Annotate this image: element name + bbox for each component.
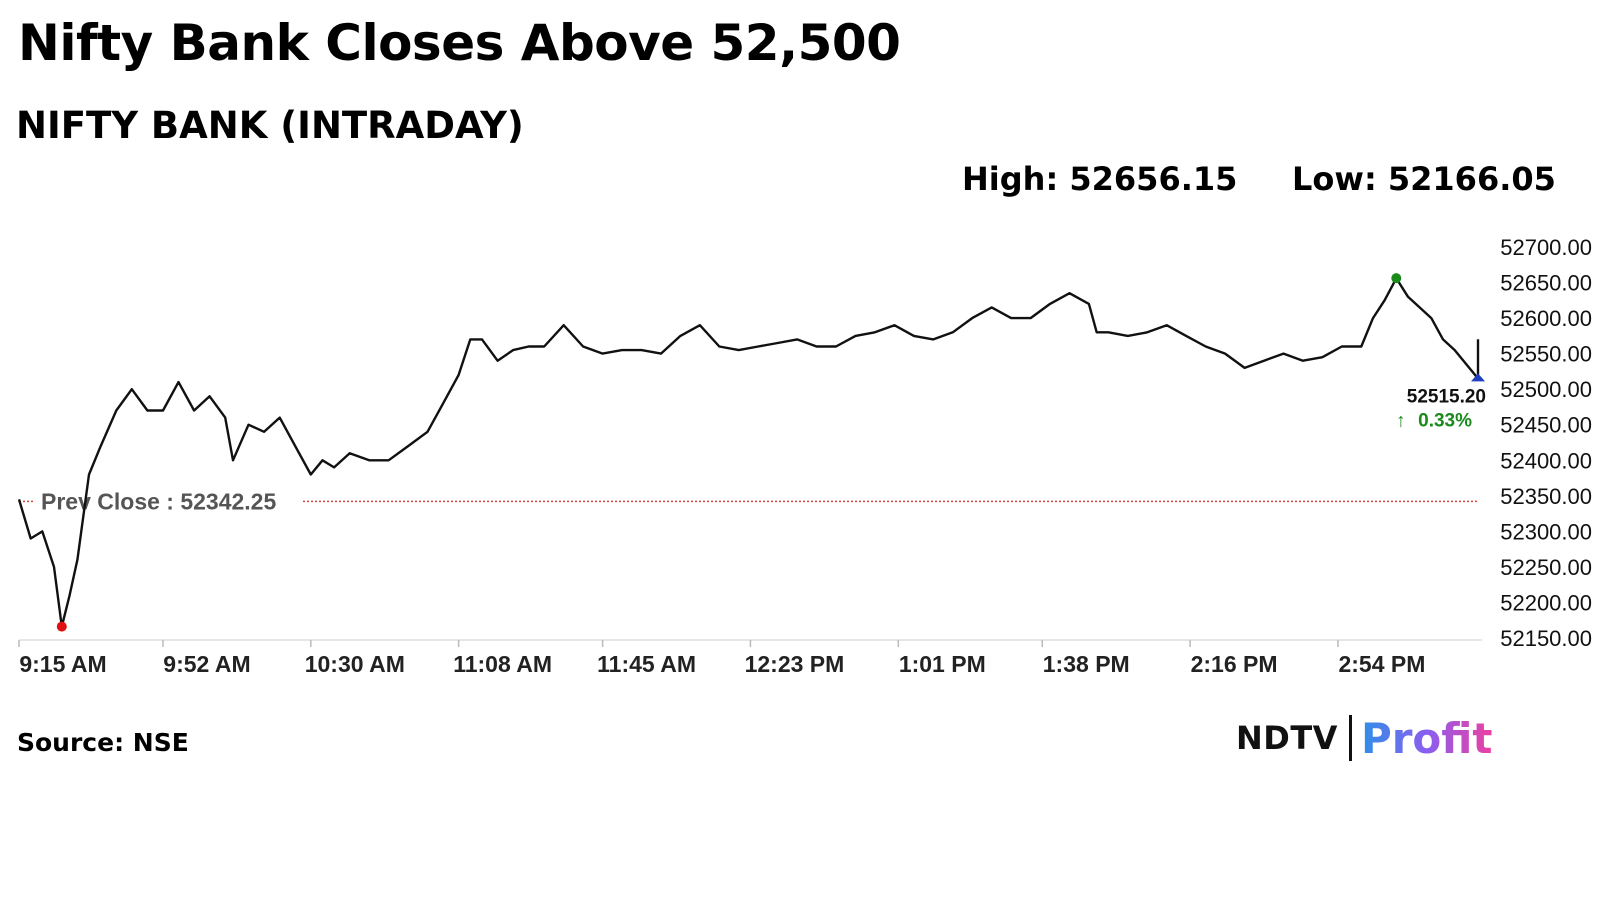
high-marker <box>1391 273 1402 284</box>
x-tick-label: 1:01 PM <box>899 651 986 677</box>
y-tick-label: 52650.00 <box>1500 271 1592 296</box>
brand-logo: NDTV Profit <box>1236 712 1493 764</box>
y-tick-label: 52200.00 <box>1500 590 1592 615</box>
low-stat: Low: 52166.05 <box>1292 160 1556 198</box>
x-tick-label: 9:15 AM <box>19 651 106 677</box>
change-indicator: ↑ 0.33% <box>1396 410 1472 431</box>
series-line <box>17 277 1479 628</box>
logo-ndtv: NDTV <box>1236 719 1338 757</box>
y-tick-label: 52250.00 <box>1500 555 1592 580</box>
prev-close-label: Prev Close : 52342.25 <box>41 488 276 514</box>
y-tick-label: 52550.00 <box>1500 342 1592 367</box>
y-tick-label: 52500.00 <box>1500 377 1592 402</box>
x-tick-label: 11:08 AM <box>453 651 552 677</box>
x-tick-label: 11:45 AM <box>597 651 696 677</box>
axis-ticks: 52700.00 52650.00 52600.00 52550.00 52500.00… <box>18 235 1592 677</box>
last-price-marker <box>1471 373 1485 382</box>
x-tick-label: 10:30 AM <box>305 651 405 677</box>
intraday-line-chart: 52700.00 52650.00 52600.00 52550.00 52500.00… <box>17 235 1592 677</box>
y-tick-label: 52600.00 <box>1500 306 1592 331</box>
headline: Nifty Bank Closes Above 52,500 <box>18 14 901 72</box>
change-percent: 0.33% <box>1418 410 1472 431</box>
low-marker <box>56 621 67 632</box>
y-tick-label: 52450.00 <box>1500 413 1592 438</box>
source-note: Source: NSE <box>17 728 189 757</box>
x-tick-label: 9:52 AM <box>163 651 250 677</box>
logo-profit: Profit <box>1360 713 1493 763</box>
chart-subtitle: NIFTY BANK (INTRADAY) <box>16 104 524 147</box>
high-stat: High: 52656.15 <box>962 160 1238 198</box>
x-tick-label: 1:38 PM <box>1043 651 1130 677</box>
logo-separator <box>1348 715 1352 761</box>
y-tick-label: 52400.00 <box>1500 448 1592 473</box>
y-tick-label: 52700.00 <box>1500 235 1592 260</box>
last-price-label: 52515.20 <box>1407 386 1486 407</box>
x-tick-label: 2:54 PM <box>1338 651 1425 677</box>
y-tick-label: 52300.00 <box>1500 519 1592 544</box>
x-tick-label: 2:16 PM <box>1191 651 1278 677</box>
y-tick-label: 52150.00 <box>1500 626 1592 651</box>
y-tick-label: 52350.00 <box>1500 484 1592 509</box>
x-tick-label: 12:23 PM <box>745 651 845 677</box>
up-arrow-icon: ↑ <box>1396 410 1406 431</box>
prev-close-label-bg <box>35 486 303 517</box>
